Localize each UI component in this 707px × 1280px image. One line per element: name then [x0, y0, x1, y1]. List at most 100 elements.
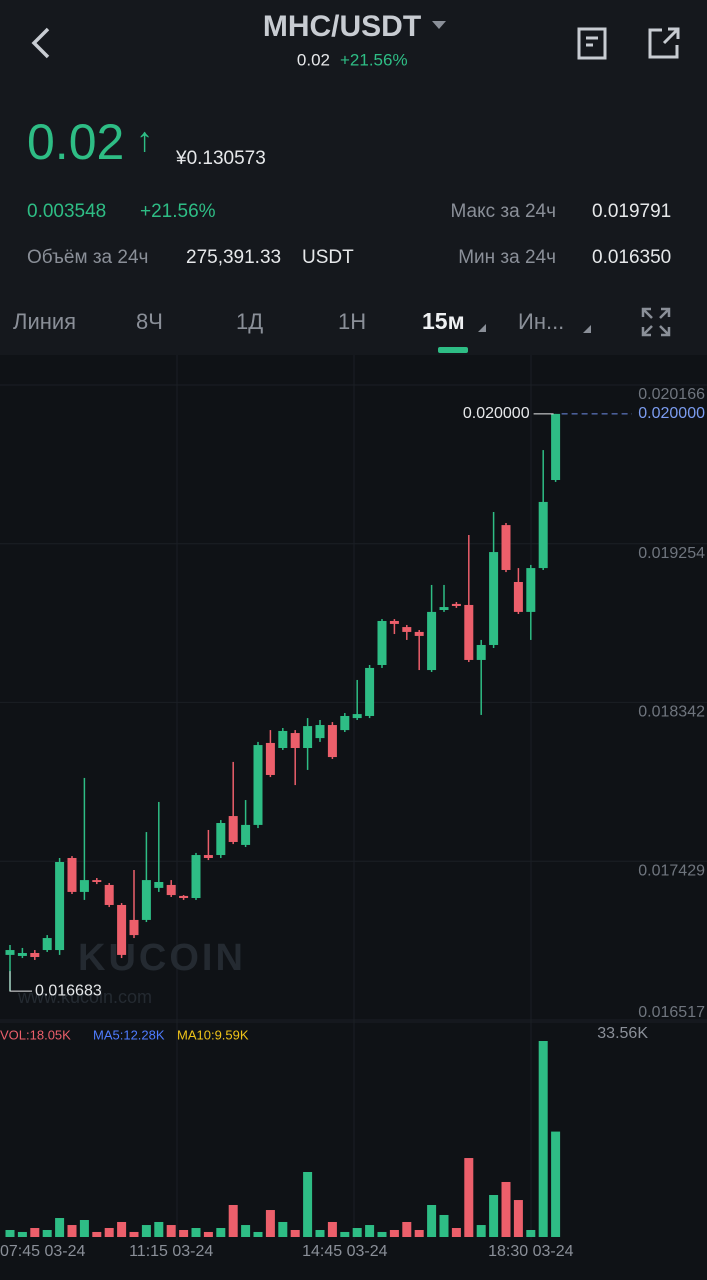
- back-button[interactable]: [31, 27, 50, 59]
- candle-body: [129, 919, 139, 936]
- volume-bar: [464, 1158, 474, 1237]
- volume-bar: [203, 1231, 213, 1237]
- candle-body: [451, 603, 461, 607]
- volume-bar: [117, 1221, 127, 1237]
- x-tick-label: 14:45 03-24: [302, 1243, 388, 1260]
- volume-label: Объём за 24ч: [27, 247, 148, 268]
- orders-icon[interactable]: [577, 27, 607, 60]
- ma5-legend: MA5:12.28K: [93, 1027, 165, 1042]
- candle-body: [501, 525, 511, 570]
- tab[interactable]: 1Д: [236, 309, 263, 334]
- volume-unit: USDT: [302, 247, 354, 268]
- candle-body: [464, 604, 474, 660]
- candle-body: [104, 884, 114, 905]
- candle-body: [191, 855, 201, 899]
- volume-tick-label: 33.56K: [597, 1025, 648, 1042]
- candle-body: [278, 730, 288, 749]
- candle-body: [551, 413, 561, 481]
- volume-bar: [303, 1171, 313, 1237]
- candle-body: [67, 857, 77, 892]
- fullscreen-icon[interactable]: [641, 307, 671, 337]
- vol-legend: VOL:18.05K: [0, 1027, 71, 1042]
- pair-title[interactable]: MHC/USDT: [263, 10, 421, 43]
- low-marker-label: 0.016683: [35, 982, 102, 999]
- volume-bar: [179, 1229, 189, 1237]
- low-marker-line: [9, 971, 32, 992]
- volume-bar: [513, 1200, 523, 1237]
- tab[interactable]: Линия: [13, 309, 76, 334]
- volume-bar: [352, 1228, 362, 1237]
- candle-body: [55, 861, 65, 951]
- candle-body: [327, 725, 337, 758]
- candle-body: [265, 742, 275, 775]
- volume-bar: [67, 1225, 77, 1237]
- volume-bar: [191, 1228, 201, 1237]
- candle-body: [414, 631, 424, 636]
- candle-body: [489, 552, 499, 645]
- cny-price: ¥0.130573: [175, 148, 266, 169]
- candle-body: [340, 715, 350, 731]
- y-tick-label: 0.018342: [638, 704, 705, 721]
- price-arrow: ↑: [136, 121, 153, 159]
- header-price: 0.02: [297, 50, 330, 69]
- candle-body: [141, 880, 151, 920]
- volume-bar: [340, 1231, 350, 1237]
- volume-bar: [241, 1225, 251, 1237]
- share-icon[interactable]: [648, 27, 680, 59]
- candle-body: [315, 725, 325, 739]
- volume-bar: [327, 1221, 337, 1237]
- volume-bar: [17, 1231, 27, 1237]
- volume-bar: [377, 1231, 387, 1237]
- candle-body: [389, 620, 399, 624]
- volume-bar: [476, 1225, 486, 1237]
- candle-body: [290, 733, 300, 749]
- volume-bar: [166, 1225, 176, 1237]
- low-label: Мин за 24ч: [458, 247, 556, 268]
- low-value: 0.016350: [592, 247, 671, 268]
- pair-dropdown[interactable]: [432, 21, 446, 29]
- candle-body: [402, 627, 412, 632]
- volume-bar: [154, 1221, 164, 1237]
- volume-bar: [265, 1210, 275, 1237]
- tab-dropdown: [478, 324, 486, 332]
- volume-bar: [526, 1229, 536, 1237]
- tab-active[interactable]: 15м: [422, 308, 465, 334]
- volume-bar: [253, 1231, 263, 1237]
- volume-bar: [278, 1221, 288, 1237]
- candle-body: [117, 904, 127, 955]
- watermark-site: www.kucoin.com: [17, 987, 152, 1007]
- tab[interactable]: Ин...: [518, 309, 564, 334]
- volume-value: 275,391.33: [186, 247, 281, 268]
- x-tick-label: 11:15 03-24: [129, 1243, 213, 1260]
- candle-body: [526, 568, 536, 612]
- volume-bar: [5, 1229, 15, 1237]
- change-pct: +21.56%: [140, 201, 216, 222]
- volume-bar: [104, 1228, 114, 1237]
- candle-body: [42, 938, 52, 951]
- volume-bar: [501, 1181, 511, 1237]
- y-tick-label: 0.019254: [638, 545, 705, 562]
- volume-bar: [92, 1231, 102, 1237]
- volume-bar: [451, 1228, 461, 1237]
- candle-body: [5, 950, 15, 955]
- candle-body: [30, 953, 40, 958]
- volume-bar: [55, 1218, 65, 1237]
- tab[interactable]: 1Н: [338, 309, 366, 334]
- last-price-label: 0.020000: [638, 405, 705, 422]
- candle-body: [228, 816, 238, 842]
- y-tick-label: 0.017429: [638, 863, 705, 880]
- header-change: +21.56%: [340, 50, 408, 69]
- watermark: KUCOIN: [78, 937, 246, 979]
- volume-bar: [228, 1204, 238, 1237]
- candle-body: [476, 644, 486, 660]
- volume-bar: [216, 1228, 226, 1237]
- x-tick-label: 07:45 03-24: [0, 1243, 86, 1260]
- candle-body: [154, 882, 164, 888]
- candle-body: [538, 501, 548, 569]
- volume-bar: [402, 1221, 412, 1237]
- candle-body: [253, 745, 263, 825]
- tab[interactable]: 8Ч: [136, 309, 163, 334]
- y-tick-label: 0.016517: [638, 1004, 705, 1021]
